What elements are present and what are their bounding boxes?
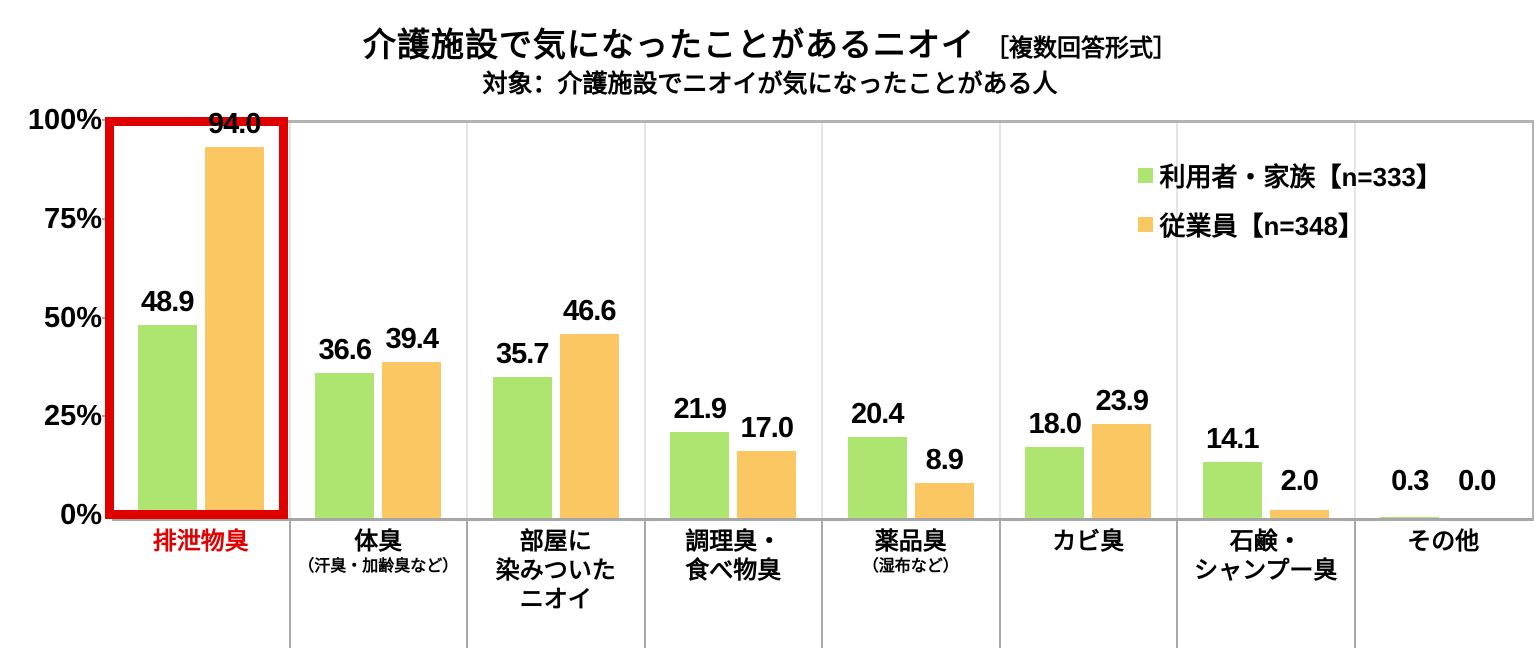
- bar-value-label: 18.0: [1028, 407, 1082, 440]
- bar-value-label: 36.6: [318, 334, 372, 367]
- bar-value-label: 0.0: [1458, 465, 1496, 497]
- bar-value-label: 17.0: [740, 411, 794, 444]
- bar-value-label: 8.9: [925, 443, 964, 476]
- x-label-separator-line: [643, 520, 646, 648]
- y-tick-label: 50%: [43, 301, 102, 334]
- x-label-separator-line: [998, 520, 1001, 648]
- legend: 利用者・家族【n=333】 従業員【n=348】: [1137, 157, 1442, 255]
- bar-value-label: 94.0: [208, 107, 261, 140]
- category-separator-line: [998, 123, 1001, 518]
- x-category-label: カビ臭: [1052, 528, 1125, 555]
- x-category-label: 排泄物臭: [152, 528, 249, 555]
- highlight-box: [105, 117, 288, 519]
- bar-value-label: 35.7: [496, 338, 549, 370]
- chart-title-note: ［複数回答形式］: [985, 35, 1177, 62]
- bar-value-label: 14.1: [1206, 423, 1259, 456]
- bar-series2-cat3: [559, 333, 619, 518]
- bar-value-label: 46.6: [563, 294, 616, 327]
- plot-area: 利用者・家族【n=333】 従業員【n=348】 48.9 94.0 36.6 39.…: [105, 108, 1534, 521]
- x-label-separator-line: [1353, 520, 1356, 648]
- bar-series2-cat2: [382, 362, 442, 518]
- bar-series2-cat5: [914, 482, 974, 518]
- legend-label: 利用者・家族【n=333】: [1159, 162, 1442, 192]
- x-category-label: その他: [1407, 528, 1480, 555]
- y-tick-label: 75%: [43, 202, 102, 235]
- category-separator-line: [288, 123, 291, 518]
- y-tick-label: 0%: [60, 499, 102, 531]
- category-separator-line: [466, 123, 468, 518]
- category-separator-line: [1176, 123, 1178, 518]
- legend-label: 従業員【n=348】: [1159, 211, 1364, 241]
- category-separator-line: [1353, 123, 1356, 518]
- category-separator-line: [643, 123, 646, 518]
- bar-series1-cat8: [1380, 516, 1440, 518]
- chart-subtitle: 対象：介護施設でニオイが気になったことがある人: [482, 70, 1058, 98]
- x-label-separator-line: [821, 520, 823, 648]
- x-label-separator-line: [466, 520, 468, 648]
- bar-series2-cat1: [204, 146, 264, 518]
- bar-series1-cat2: [315, 373, 375, 518]
- bar-series2-cat4: [737, 450, 797, 518]
- x-label-separator-line: [1176, 520, 1178, 648]
- bar-series1-cat7: [1202, 462, 1262, 518]
- bar-value-label: 0.3: [1391, 465, 1429, 497]
- y-tick-label: 25%: [43, 400, 102, 433]
- x-category-label: 調理臭・ 食べ物臭: [685, 528, 782, 584]
- x-category-label: 薬品臭 （湿布など）: [862, 528, 959, 575]
- category-separator-line: [821, 123, 823, 518]
- bar-series1-cat3: [492, 377, 552, 518]
- bar-series1-cat6: [1025, 446, 1085, 518]
- legend-item-users-family: 利用者・家族【n=333】: [1137, 157, 1442, 194]
- chart-title: 介護施設で気になったことがあるニオイ ［複数回答形式］: [0, 18, 1540, 66]
- chart-title-main: 介護施設で気になったことがあるニオイ: [363, 26, 975, 63]
- x-category-label: 部屋に 染みついた ニオイ: [495, 528, 616, 613]
- x-category-label: 石鹸・ シャンプー臭: [1194, 528, 1338, 584]
- legend-swatch-green-icon: [1137, 168, 1153, 183]
- bar-series1-cat1: [137, 324, 197, 518]
- legend-item-employees: 従業員【n=348】: [1137, 206, 1442, 243]
- x-category-label: 体臭 （汗臭・加齢臭など）: [298, 528, 459, 575]
- bar-value-label: 23.9: [1095, 384, 1149, 417]
- bar-value-label: 48.9: [141, 285, 194, 318]
- legend-swatch-orange-icon: [1137, 217, 1153, 232]
- bar-series2-cat7: [1269, 510, 1329, 518]
- bar-series2-cat6: [1092, 423, 1152, 518]
- bar-value-label: 39.4: [385, 323, 439, 356]
- x-label-separator-line: [288, 520, 291, 648]
- y-tick-label: 100%: [27, 104, 102, 136]
- bar-value-label: 21.9: [673, 392, 727, 425]
- bar-series1-cat5: [847, 437, 907, 518]
- bar-value-label: 20.4: [851, 398, 904, 431]
- bar-value-label: 2.0: [1280, 465, 1319, 497]
- bar-series1-cat4: [670, 431, 730, 518]
